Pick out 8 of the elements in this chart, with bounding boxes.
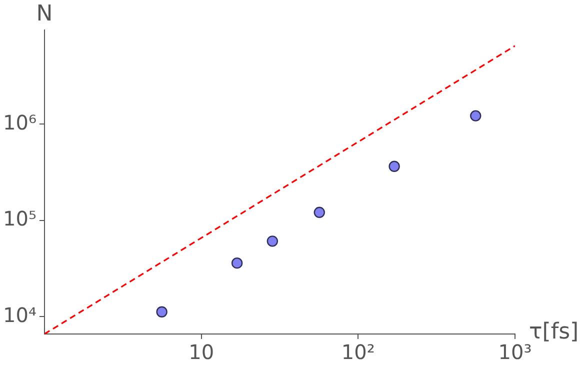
- x-tick-label: 10²: [341, 340, 375, 364]
- y-tick-label: 10⁶: [3, 110, 36, 134]
- y-tick-label: 10⁴: [3, 302, 36, 327]
- y-axis-title: N: [36, 2, 53, 27]
- x-axis-title: τ[fs]: [529, 320, 579, 345]
- y-tick-label: 10⁵: [3, 206, 36, 231]
- x-tick-label: 10: [188, 340, 214, 364]
- x-tick-label: 10³: [498, 340, 532, 364]
